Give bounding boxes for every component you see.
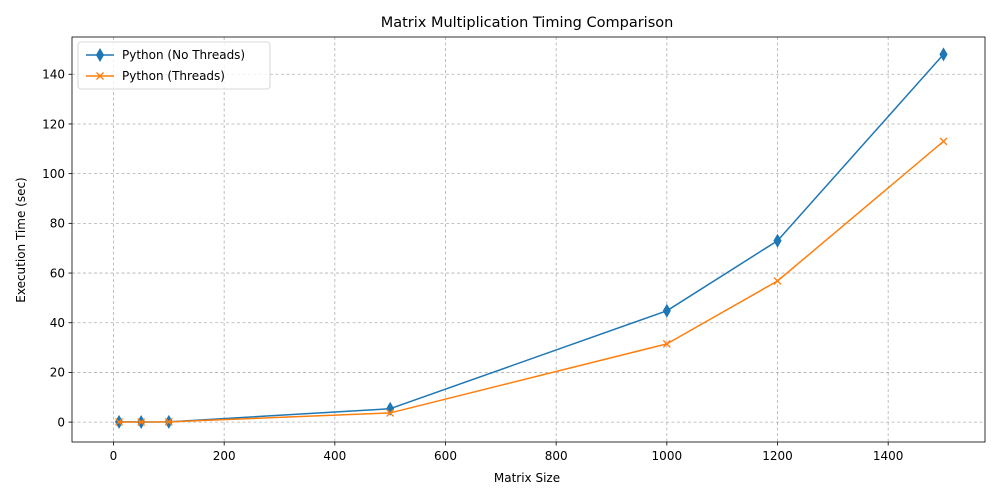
x-tick-label: 600: [434, 449, 457, 463]
legend: Python (No Threads) Python (Threads): [77, 41, 271, 90]
data-point-x: [773, 277, 782, 285]
data-point-x: [386, 408, 395, 417]
legend-label-threads: Python (Threads): [122, 69, 225, 83]
y-tick-label: 80: [50, 217, 65, 231]
data-point-x: [164, 417, 173, 426]
x-tick-label: 1400: [873, 449, 904, 463]
x-tick-label: 200: [213, 449, 236, 463]
y-tick-label: 60: [50, 266, 65, 280]
data-point-thin-diamond: [939, 47, 948, 62]
gridlines: [72, 37, 985, 442]
y-tick-label: 20: [50, 366, 65, 380]
chart-title: Matrix Multiplication Timing Comparison: [381, 15, 674, 31]
legend-marker-x: [96, 72, 104, 80]
x-tick-label: 1200: [762, 449, 793, 463]
x-tick-label: 1000: [652, 449, 683, 463]
y-tick-label: 140: [42, 68, 65, 82]
legend-marker-thin-diamond: [95, 48, 105, 62]
x-tick-label: 400: [323, 449, 346, 463]
data-point-x: [939, 137, 948, 146]
series-python-threads: [115, 137, 948, 427]
legend-label-no-threads: Python (No Threads): [122, 48, 245, 62]
data-point-x: [115, 418, 123, 426]
data-point-x: [662, 339, 671, 348]
y-axis-label: Execution Time (sec): [14, 177, 28, 302]
data-point-x: [137, 418, 146, 427]
plot-area-frame: [71, 36, 986, 443]
x-axis-label: Matrix Size: [494, 471, 560, 485]
x-tick-label: 0: [110, 449, 118, 463]
y-tick-label: 40: [50, 316, 65, 330]
y-tick-label: 100: [42, 167, 65, 181]
series-layer: [114, 47, 948, 429]
x-tick-label: 800: [545, 449, 568, 463]
legend-frame: [77, 41, 271, 90]
axis-ticks: 0 200 400 600 800 1000 1200 1400 0 20 40 60 80 100 120…: [42, 68, 903, 463]
data-point-thin-diamond: [662, 303, 671, 318]
y-tick-label: 120: [42, 117, 65, 131]
y-tick-label: 0: [57, 415, 65, 429]
data-point-thin-diamond: [773, 233, 782, 248]
